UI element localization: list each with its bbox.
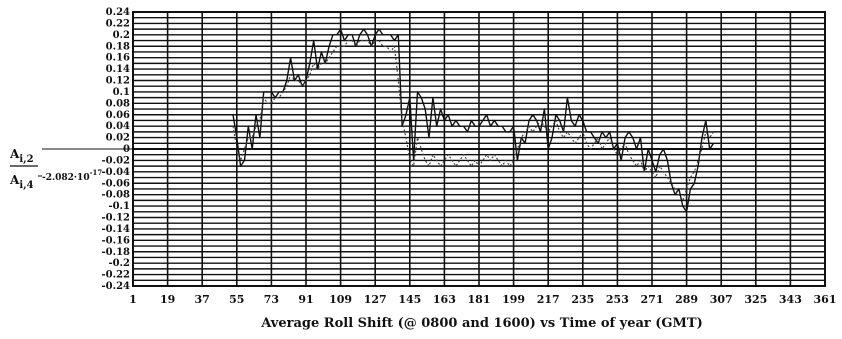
x-tick-label: 235 [571, 293, 594, 306]
y-tick-label: -0.16 [101, 235, 130, 246]
x-tick-label: 271 [641, 293, 664, 306]
y-constant-exponent: -17 [90, 168, 103, 177]
x-tick-label: 37 [195, 293, 210, 306]
y-tick-label: 0.08 [106, 98, 130, 109]
y-tick-label: 0.04 [106, 121, 130, 132]
y-constant-label: -2.082·10-17 [42, 168, 102, 183]
x-tick-label: 361 [814, 293, 837, 306]
x-tick-label: 217 [537, 293, 560, 306]
y-label-bottom-sub: i,4 [19, 180, 33, 191]
y-label-top-main: A [9, 147, 20, 161]
x-tick-label: 109 [329, 293, 352, 306]
y-tick-label: 0.2 [113, 30, 130, 41]
y-tick-label: 0 [123, 144, 130, 155]
x-tick-labels: 1 19 37 55 73 91 109 127 145 163 181 199 217 235 253 27… [129, 293, 836, 306]
y-tick-labels: 0.240.220.20.180.160.140.120.10.080.060.… [101, 7, 130, 292]
y-axis-legend: Ai,2 Ai,4 -2.082·10-17 [9, 147, 102, 191]
y-tick-label: -0.1 [108, 201, 130, 212]
series-layer [232, 28, 715, 213]
x-tick-label: 91 [298, 293, 313, 306]
grid-layer [42, 11, 826, 287]
y-tick-label: -0.14 [101, 224, 130, 235]
y-tick-label: 0.18 [106, 41, 130, 52]
y-label-bottom: Ai,4 [9, 173, 34, 191]
y-tick-label: -0.08 [101, 190, 130, 201]
y-tick-label: 0.24 [106, 7, 130, 18]
y-label-bottom-main: A [9, 173, 20, 187]
x-tick-label: 73 [264, 293, 279, 306]
y-tick-label: 0.12 [106, 76, 130, 87]
x-axis-label: Average Roll Shift (@ 0800 and 1600) vs … [260, 316, 703, 331]
x-tick-label: 325 [744, 293, 767, 306]
y-tick-label: 0.06 [106, 110, 130, 121]
y-tick-label: 0.22 [106, 18, 130, 29]
y-tick-label: -0.06 [101, 178, 130, 189]
series-line-2 [232, 39, 714, 201]
y-tick-label: 0.02 [106, 133, 130, 144]
x-tick-label: 307 [710, 293, 733, 306]
x-tick-label: 343 [779, 293, 802, 306]
y-tick-label: -0.04 [101, 167, 130, 178]
x-tick-label: 127 [364, 293, 387, 306]
x-tick-label: 1 [129, 293, 137, 306]
x-tick-label: 163 [433, 293, 456, 306]
y-tick-label: -0.24 [101, 281, 130, 292]
y-tick-label: -0.22 [101, 270, 130, 281]
y-tick-label: 0.1 [113, 87, 130, 98]
x-tick-label: 145 [398, 293, 421, 306]
x-tick-label: 253 [606, 293, 629, 306]
y-tick-label: 0.16 [106, 53, 130, 64]
y-tick-label: -0.12 [101, 213, 130, 224]
y-label-top-sub: i,2 [19, 154, 33, 165]
y-tick-label: -0.02 [101, 155, 130, 166]
y-constant-base: -2.082·10 [42, 173, 90, 183]
x-tick-label: 19 [160, 293, 175, 306]
x-tick-label: 289 [675, 293, 698, 306]
y-tick-label: -0.18 [101, 247, 130, 258]
x-tick-label: 181 [468, 293, 491, 306]
series-line-1 [232, 28, 715, 213]
y-tick-label: -0.2 [108, 258, 130, 269]
x-tick-label: 55 [229, 293, 244, 306]
y-label-top: Ai,2 [9, 147, 34, 165]
x-tick-label: 199 [502, 293, 525, 306]
y-tick-label: 0.14 [106, 64, 130, 75]
